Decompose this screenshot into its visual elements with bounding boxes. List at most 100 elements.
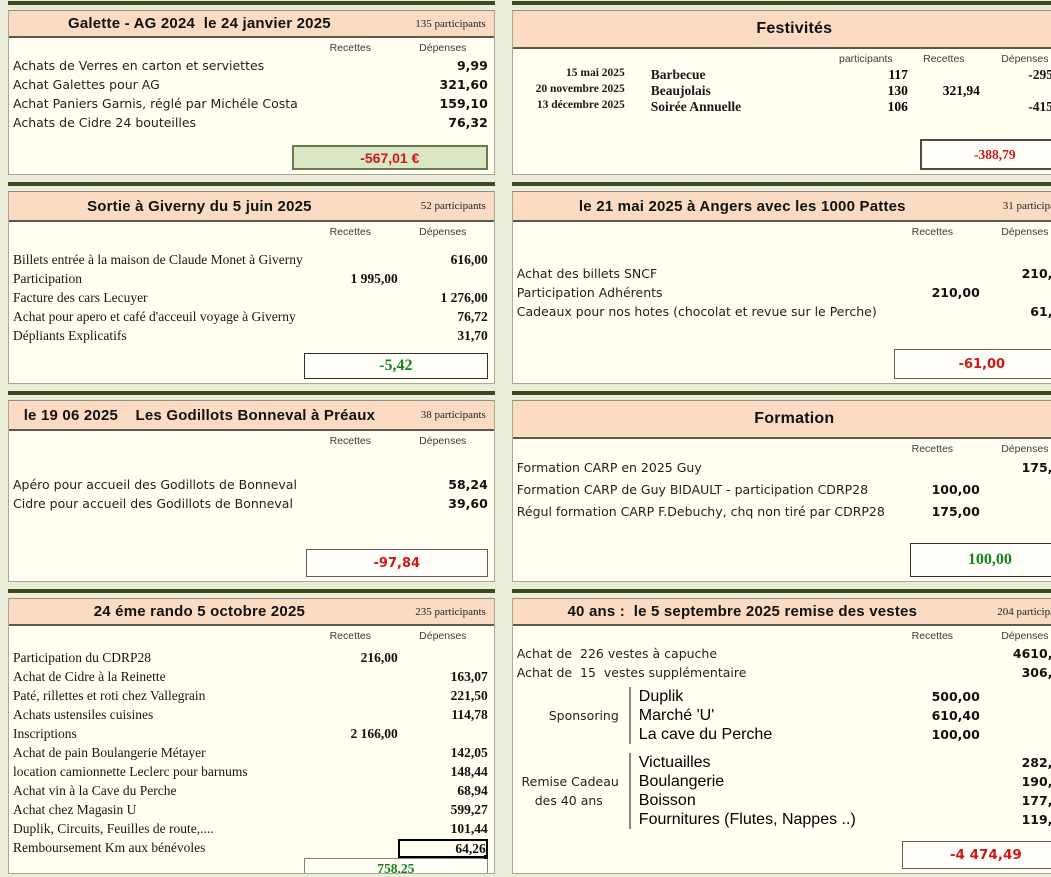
panel-angers: le 21 mai 2025 à Angers avec les 1000 Pa… [511,182,1051,391]
participants-count: 135 participants [415,17,486,30]
item-depenses: 61,00 [1030,304,1051,319]
item-depenses: 175,00 [1021,460,1051,475]
panel-title: le 21 mai 2025 à Angers avec les 1000 Pa… [578,197,906,215]
group-label: Sponsoring [548,708,619,723]
item-recettes: 216,00 [360,650,398,665]
item-depenses: 58,24 [448,477,488,492]
recettes-header: Recettes [329,42,372,54]
group-label: des 40 ans [534,793,603,808]
line-item: Participation 1 995,00 [13,269,488,288]
line-item: Achats de Cidre 24 bouteilles 76,32 [13,113,488,132]
item-recettes: 321,94 [942,83,980,98]
depenses-header: Dépenses [1001,226,1049,238]
item-label: Marché 'U' [628,706,885,725]
item-depenses: 159,10 [439,96,488,111]
line-item: Participation du CDRP28 216,00 [13,648,488,667]
item-label: Inscriptions [13,726,77,741]
line-item: Facture des cars Lecuyer 1 276,00 [13,288,488,307]
item-label: Achat des billets SNCF [516,266,658,281]
line-item: Formation CARP de Guy BIDAULT - particip… [517,479,1051,501]
column-headers: Recettes Dépenses [13,629,488,644]
item-label: Participation du CDRP28 [13,650,151,665]
item-label: La cave du Perche [628,725,885,744]
panel-top-bar [8,1,495,5]
column-headers: Recettes Dépenses [517,629,1051,644]
line-item: Achat Paniers Garnis, réglé par Michéle … [13,94,488,113]
item-label: Duplik [628,687,885,706]
panel-title: 24 éme rando 5 octobre 2025 [93,603,306,620]
item-depenses: 142,05 [450,745,488,760]
item-label: Régul formation CARP F.Debuchy, chq non … [516,504,885,519]
line-item: Duplik 500,00 [517,687,1051,706]
recettes-header: Recettes [911,630,954,642]
item-depenses: 616,00 [450,252,488,267]
depenses-header: Dépenses [419,435,467,447]
item-depenses: 68,94 [457,783,488,798]
item-label: location camionnette Leclerc pour barnum… [13,764,248,779]
panel-title: Formation [754,410,835,427]
item-label: Remboursement Km aux bénévoles [13,840,206,855]
item-recettes: 500,00 [931,689,980,704]
item-recettes: 100,00 [931,482,980,497]
line-item: Paté, rillettes et roti chez Vallegrain 2… [13,686,488,705]
line-item: Achat Galettes pour AG 321,60 [13,75,488,94]
item-label: Achat de 15 vestes supplémentaire [516,665,747,680]
item-label: Formation CARP en 2025 Guy [516,460,702,475]
item-label: Participation [13,271,82,286]
item-label: Paté, rillettes et roti chez Vallegrain [13,688,206,703]
panel-galette-ag: Galette - AG 2024 le 24 janvier 2025 135… [8,1,495,182]
panel-giverny: Sortie à Giverny du 5 juin 2025 52 parti… [8,182,495,391]
item-depenses: 9,99 [456,58,488,73]
column-headers: Recettes Dépenses [517,225,1051,240]
item-depenses: 282,74 [1021,755,1051,770]
line-item: Remise Cadeau Boulangerie 190,00 [517,772,1051,791]
item-label: Facture des cars Lecuyer [13,290,148,305]
panel-top-bar [511,589,1051,593]
participants-count: 204 participants [997,605,1051,618]
item-depenses: 1 276,00 [440,290,488,305]
line-item: La cave du Perche 100,00 [517,725,1051,744]
panel-header: Galette - AG 2024 le 24 janvier 2025 135… [9,11,494,38]
line-item: Duplik, Circuits, Feuilles de route,....… [13,819,488,838]
item-depenses: 148,44 [450,764,488,779]
panel-godillots: le 19 06 2025 Les Godillots Bonneval à P… [8,391,495,589]
participants-count: 235 participants [415,605,486,618]
line-item: Achats de Verres en carton et serviettes… [13,56,488,75]
item-label: Victuailles [628,753,885,772]
item-recettes: 1 995,00 [350,271,398,286]
item-depenses: 39,60 [448,496,488,511]
line-item: Cidre pour accueil des Godillots de Bonn… [13,494,488,513]
item-label: Fournitures (Flutes, Nappes ..) [628,810,885,829]
item-label: Apéro pour accueil des Godillots de Bonn… [13,477,297,492]
item-label: Achats de Verres en carton et serviettes [13,58,265,73]
event-date: 13 décembre 2025 [536,99,625,111]
event-date: 15 mai 2025 [566,67,625,79]
line-item: Fournitures (Flutes, Nappes ..) 119,15 [517,810,1051,829]
line-item: Cadeaux pour nos hotes (chocolat et revu… [517,302,1051,321]
panel-header: 40 ans : le 5 septembre 2025 remise des … [512,599,1051,626]
item-depenses: 31,70 [457,328,488,343]
line-item: 13 décembre 2025 Soirée Annuelle 106 -415,1… [517,99,1051,115]
depenses-header: Dépenses [419,630,467,642]
remise-cadeau-group: Victuailles 282,74 Remise Cadeau Boulanger… [517,753,1051,829]
item-recettes [908,99,980,115]
panel-header: Formation [512,401,1051,439]
item-label: Achat Paniers Garnis, réglé par Michéle … [13,96,298,111]
panel-header: 24 éme rando 5 octobre 2025 235 particip… [9,599,494,626]
group-label: Remise Cadeau [521,774,619,789]
depenses-header: Dépenses [1001,53,1049,65]
line-item: Remboursement Km aux bénévoles 64,26 [13,838,488,859]
item-label: Achat de Cidre à la Reinette [13,669,166,684]
line-item: Inscriptions 2 166,00 [13,724,488,743]
column-headers: Recettes Dépenses [517,442,1051,457]
panel-top-bar [511,182,1051,186]
line-item: Dépliants Explicatifs 31,70 [13,326,488,345]
item-depenses: -415,16 [1028,99,1051,114]
event-name: Barbecue [650,67,706,82]
selected-cell[interactable]: 64,26 [397,839,488,859]
item-recettes: 100,00 [931,727,980,742]
item-label: Boisson [628,791,885,810]
item-depenses: 76,72 [457,309,488,324]
item-depenses: 177,00 [1021,793,1051,808]
panel-top-bar [8,391,495,395]
